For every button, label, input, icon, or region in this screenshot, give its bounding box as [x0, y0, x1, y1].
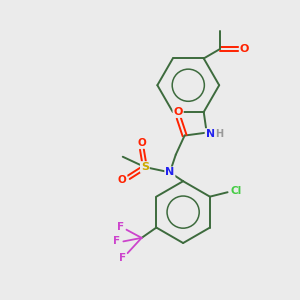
Text: S: S	[141, 162, 149, 172]
Text: N: N	[165, 167, 175, 177]
Text: H: H	[215, 129, 223, 139]
Text: O: O	[173, 107, 183, 117]
Text: O: O	[118, 175, 127, 185]
Text: O: O	[137, 138, 146, 148]
Text: F: F	[118, 253, 126, 262]
Text: F: F	[113, 236, 121, 246]
Text: F: F	[118, 222, 124, 232]
Text: O: O	[240, 44, 249, 54]
Text: N: N	[206, 129, 215, 139]
Text: Cl: Cl	[230, 186, 242, 196]
